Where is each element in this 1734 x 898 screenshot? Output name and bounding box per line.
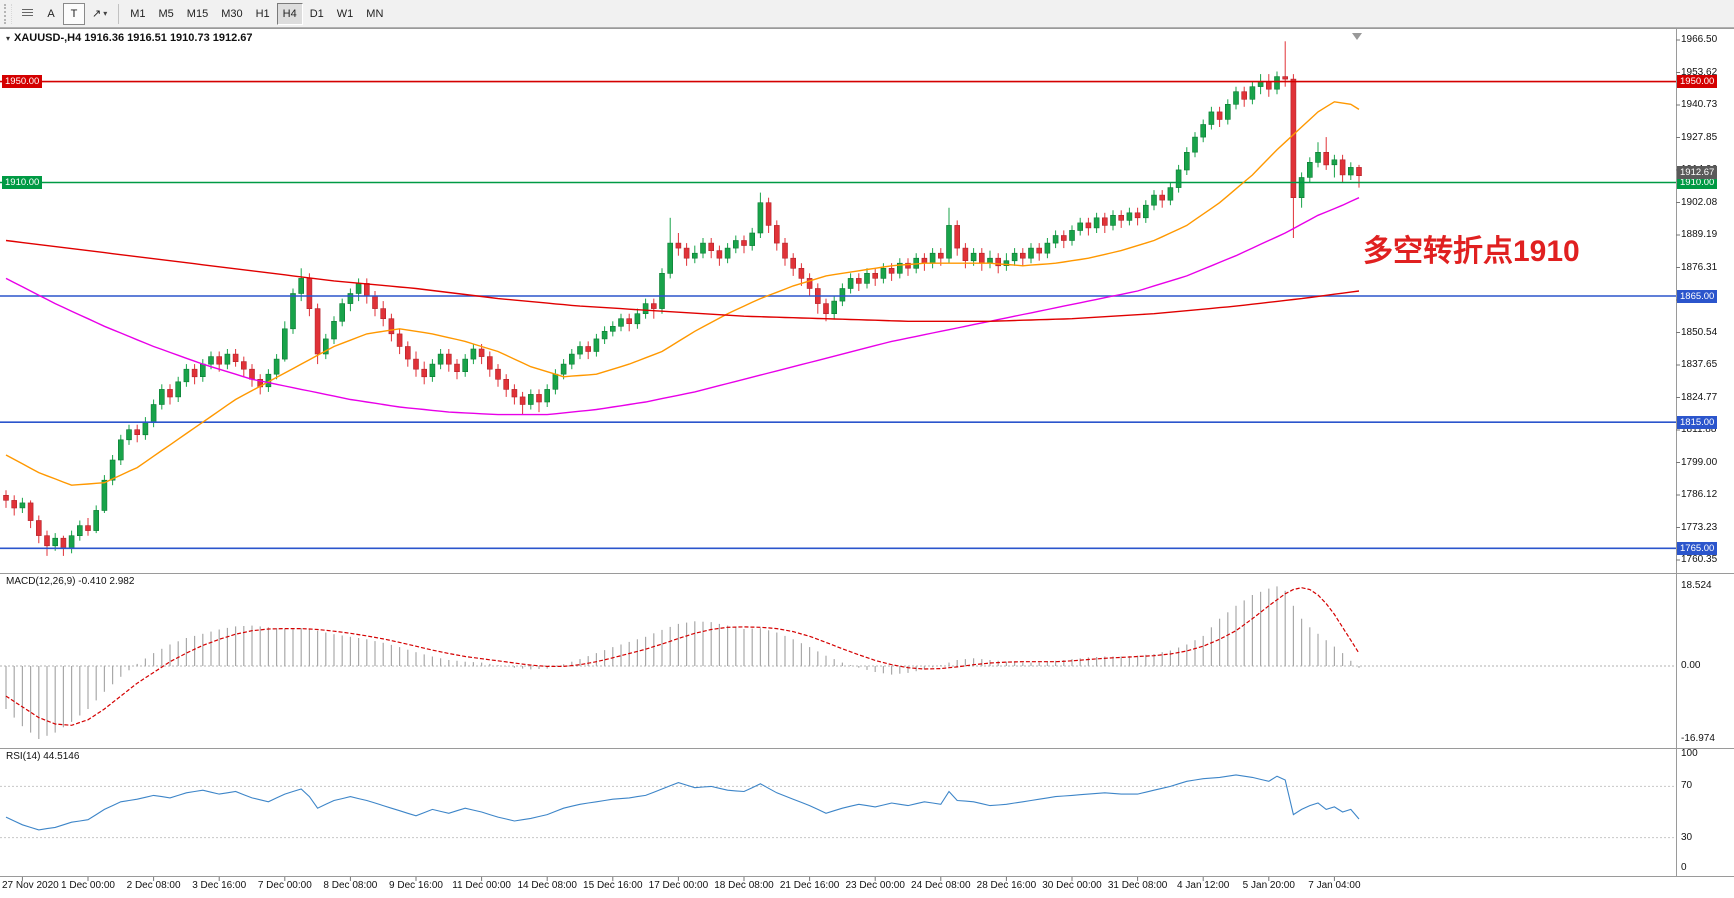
chart-annotation-text[interactable]: 多空转折点1910 — [1363, 235, 1580, 268]
time-axis-label: 1 Dec 00:00 — [61, 880, 115, 891]
ma-slow-red — [5, 239, 1360, 322]
arrow-icon: ↗ — [92, 8, 102, 20]
chart-toolbar: A T ↗ ▾ M1 M5 M15 M30 H1 H4 D1 W1 MN — [0, 0, 1734, 28]
timeframe-h1-button[interactable]: H1 — [250, 3, 276, 25]
chart-templates-button[interactable] — [16, 3, 39, 25]
price-line-badge-left: 1910.00 — [2, 176, 43, 190]
text-label-tool-button[interactable]: T — [63, 2, 85, 25]
price-line-badge-right: 1865.00 — [1677, 289, 1718, 303]
timeframe-mn-button[interactable]: MN — [360, 3, 389, 25]
rsi-axis-label: 70 — [1681, 780, 1693, 792]
price-line-badge-right: 1815.00 — [1677, 415, 1718, 429]
price-axis-label: 1927.85 — [1681, 131, 1718, 143]
time-axis-label: 4 Jan 12:00 — [1177, 880, 1230, 891]
timeframe-m15-button[interactable]: M15 — [181, 3, 214, 25]
rsi-axis-label: 0 — [1681, 862, 1687, 873]
price-axis-label: 1824.77 — [1681, 391, 1718, 403]
time-axis-label: 23 Dec 00:00 — [845, 880, 905, 891]
time-axis-label: 24 Dec 08:00 — [911, 880, 971, 891]
panel-separator-rsi[interactable] — [0, 746, 1734, 751]
rsi-label: RSI(14) 44.5146 — [6, 751, 80, 762]
macd-axis-label: 0.00 — [1681, 660, 1701, 671]
chart-menu-icon[interactable]: ▾ — [6, 33, 11, 43]
price-line-badge-right: 1950.00 — [1677, 75, 1718, 89]
time-axis-label: 5 Jan 20:00 — [1242, 880, 1295, 891]
time-axis-label: 27 Nov 2020 — [2, 880, 59, 891]
macd-label: MACD(12,26,9) -0.410 2.982 — [6, 576, 135, 587]
horizontal-lines-layer — [0, 80, 1676, 550]
ma-fast-orange — [5, 101, 1360, 486]
price-line-badge-left: 1950.00 — [2, 75, 43, 89]
macd-signal-line — [5, 587, 1360, 726]
macd-axis-label: 18.524 — [1681, 580, 1712, 592]
panel-separator-macd[interactable] — [0, 571, 1734, 576]
time-axis-label: 7 Dec 00:00 — [257, 880, 312, 891]
ma-mid-magenta — [5, 197, 1360, 416]
timeframe-m30-button[interactable]: M30 — [215, 3, 248, 25]
timeframe-w1-button[interactable]: W1 — [331, 3, 360, 25]
time-axis-label: 31 Dec 08:00 — [1107, 880, 1168, 891]
timeframe-d1-button[interactable]: D1 — [304, 3, 330, 25]
time-axis-label: 15 Dec 16:00 — [583, 880, 643, 891]
time-axis-label: 11 Dec 00:00 — [452, 880, 511, 891]
time-axis-label: 14 Dec 08:00 — [517, 880, 577, 891]
time-axis-label: 28 Dec 16:00 — [976, 880, 1037, 891]
lines-icon — [22, 9, 33, 18]
time-axis-label: 2 Dec 08:00 — [126, 880, 181, 891]
price-axis-label: 1889.19 — [1681, 229, 1718, 240]
price-axis-label: 1953.62 — [1681, 66, 1718, 78]
toolbar-grip[interactable] — [4, 3, 12, 24]
time-axis-label: 30 Dec 00:00 — [1042, 880, 1102, 891]
symbol-title: ▾ XAUUSD-,H4 1916.36 1916.51 1910.73 191… — [6, 32, 253, 44]
time-axis-label: 3 Dec 16:00 — [192, 880, 247, 891]
timeframe-m5-button[interactable]: M5 — [153, 3, 180, 25]
time-axis-label: 7 Jan 04:00 — [1308, 880, 1361, 891]
axis-ticks — [21, 39, 1680, 881]
text-tool-button[interactable]: A — [40, 3, 62, 25]
scroll-shift-marker[interactable] — [1352, 33, 1362, 40]
toolbar-separator — [118, 3, 120, 24]
candles-layer — [3, 41, 1362, 556]
time-axis-label: 9 Dec 16:00 — [389, 880, 443, 891]
time-axis-label: 17 Dec 00:00 — [648, 880, 709, 891]
price-line-badge-right: 1910.00 — [1677, 176, 1718, 190]
price-axis-label: 1940.73 — [1681, 99, 1718, 110]
price-axis-label: 1876.31 — [1681, 261, 1718, 273]
time-axis-label: 21 Dec 16:00 — [779, 880, 840, 891]
arrows-tool-button[interactable]: ↗ ▾ — [86, 3, 113, 25]
current-price-badge: 1912.67 — [1677, 165, 1718, 179]
rsi-line — [5, 774, 1360, 831]
price-axis-label: 1966.50 — [1681, 34, 1718, 45]
price-axis-label: 1799.00 — [1681, 456, 1718, 468]
timeframe-toolbar: M1 M5 M15 M30 H1 H4 D1 W1 MN — [124, 2, 389, 25]
price-axis-label: 1760.35 — [1681, 554, 1718, 565]
timeframe-h4-button[interactable]: H4 — [276, 2, 303, 25]
chevron-down-icon: ▾ — [103, 9, 108, 18]
timeframe-m1-button[interactable]: M1 — [124, 3, 151, 25]
price-axis-label: 1811.88 — [1681, 424, 1717, 435]
symbol-ohlc-text: XAUUSD-,H4 1916.36 1916.51 1910.73 1912.… — [14, 32, 253, 44]
macd-histogram — [5, 586, 1360, 739]
time-axis-label: 8 Dec 08:00 — [323, 880, 378, 891]
time-axis-label: 18 Dec 08:00 — [714, 880, 774, 891]
rsi-axis-label: 100 — [1681, 748, 1698, 759]
rsi-axis-label: 30 — [1681, 831, 1693, 843]
macd-axis-label: -16.974 — [1681, 732, 1715, 744]
price-axis-label: 1773.23 — [1681, 521, 1718, 533]
price-axis-label: 1786.12 — [1681, 489, 1718, 500]
price-axis-label: 1850.54 — [1681, 326, 1718, 338]
price-axis-label: 1837.65 — [1681, 359, 1718, 370]
price-line-badge-right: 1765.00 — [1677, 541, 1718, 555]
price-axis-label: 1902.08 — [1681, 196, 1718, 208]
